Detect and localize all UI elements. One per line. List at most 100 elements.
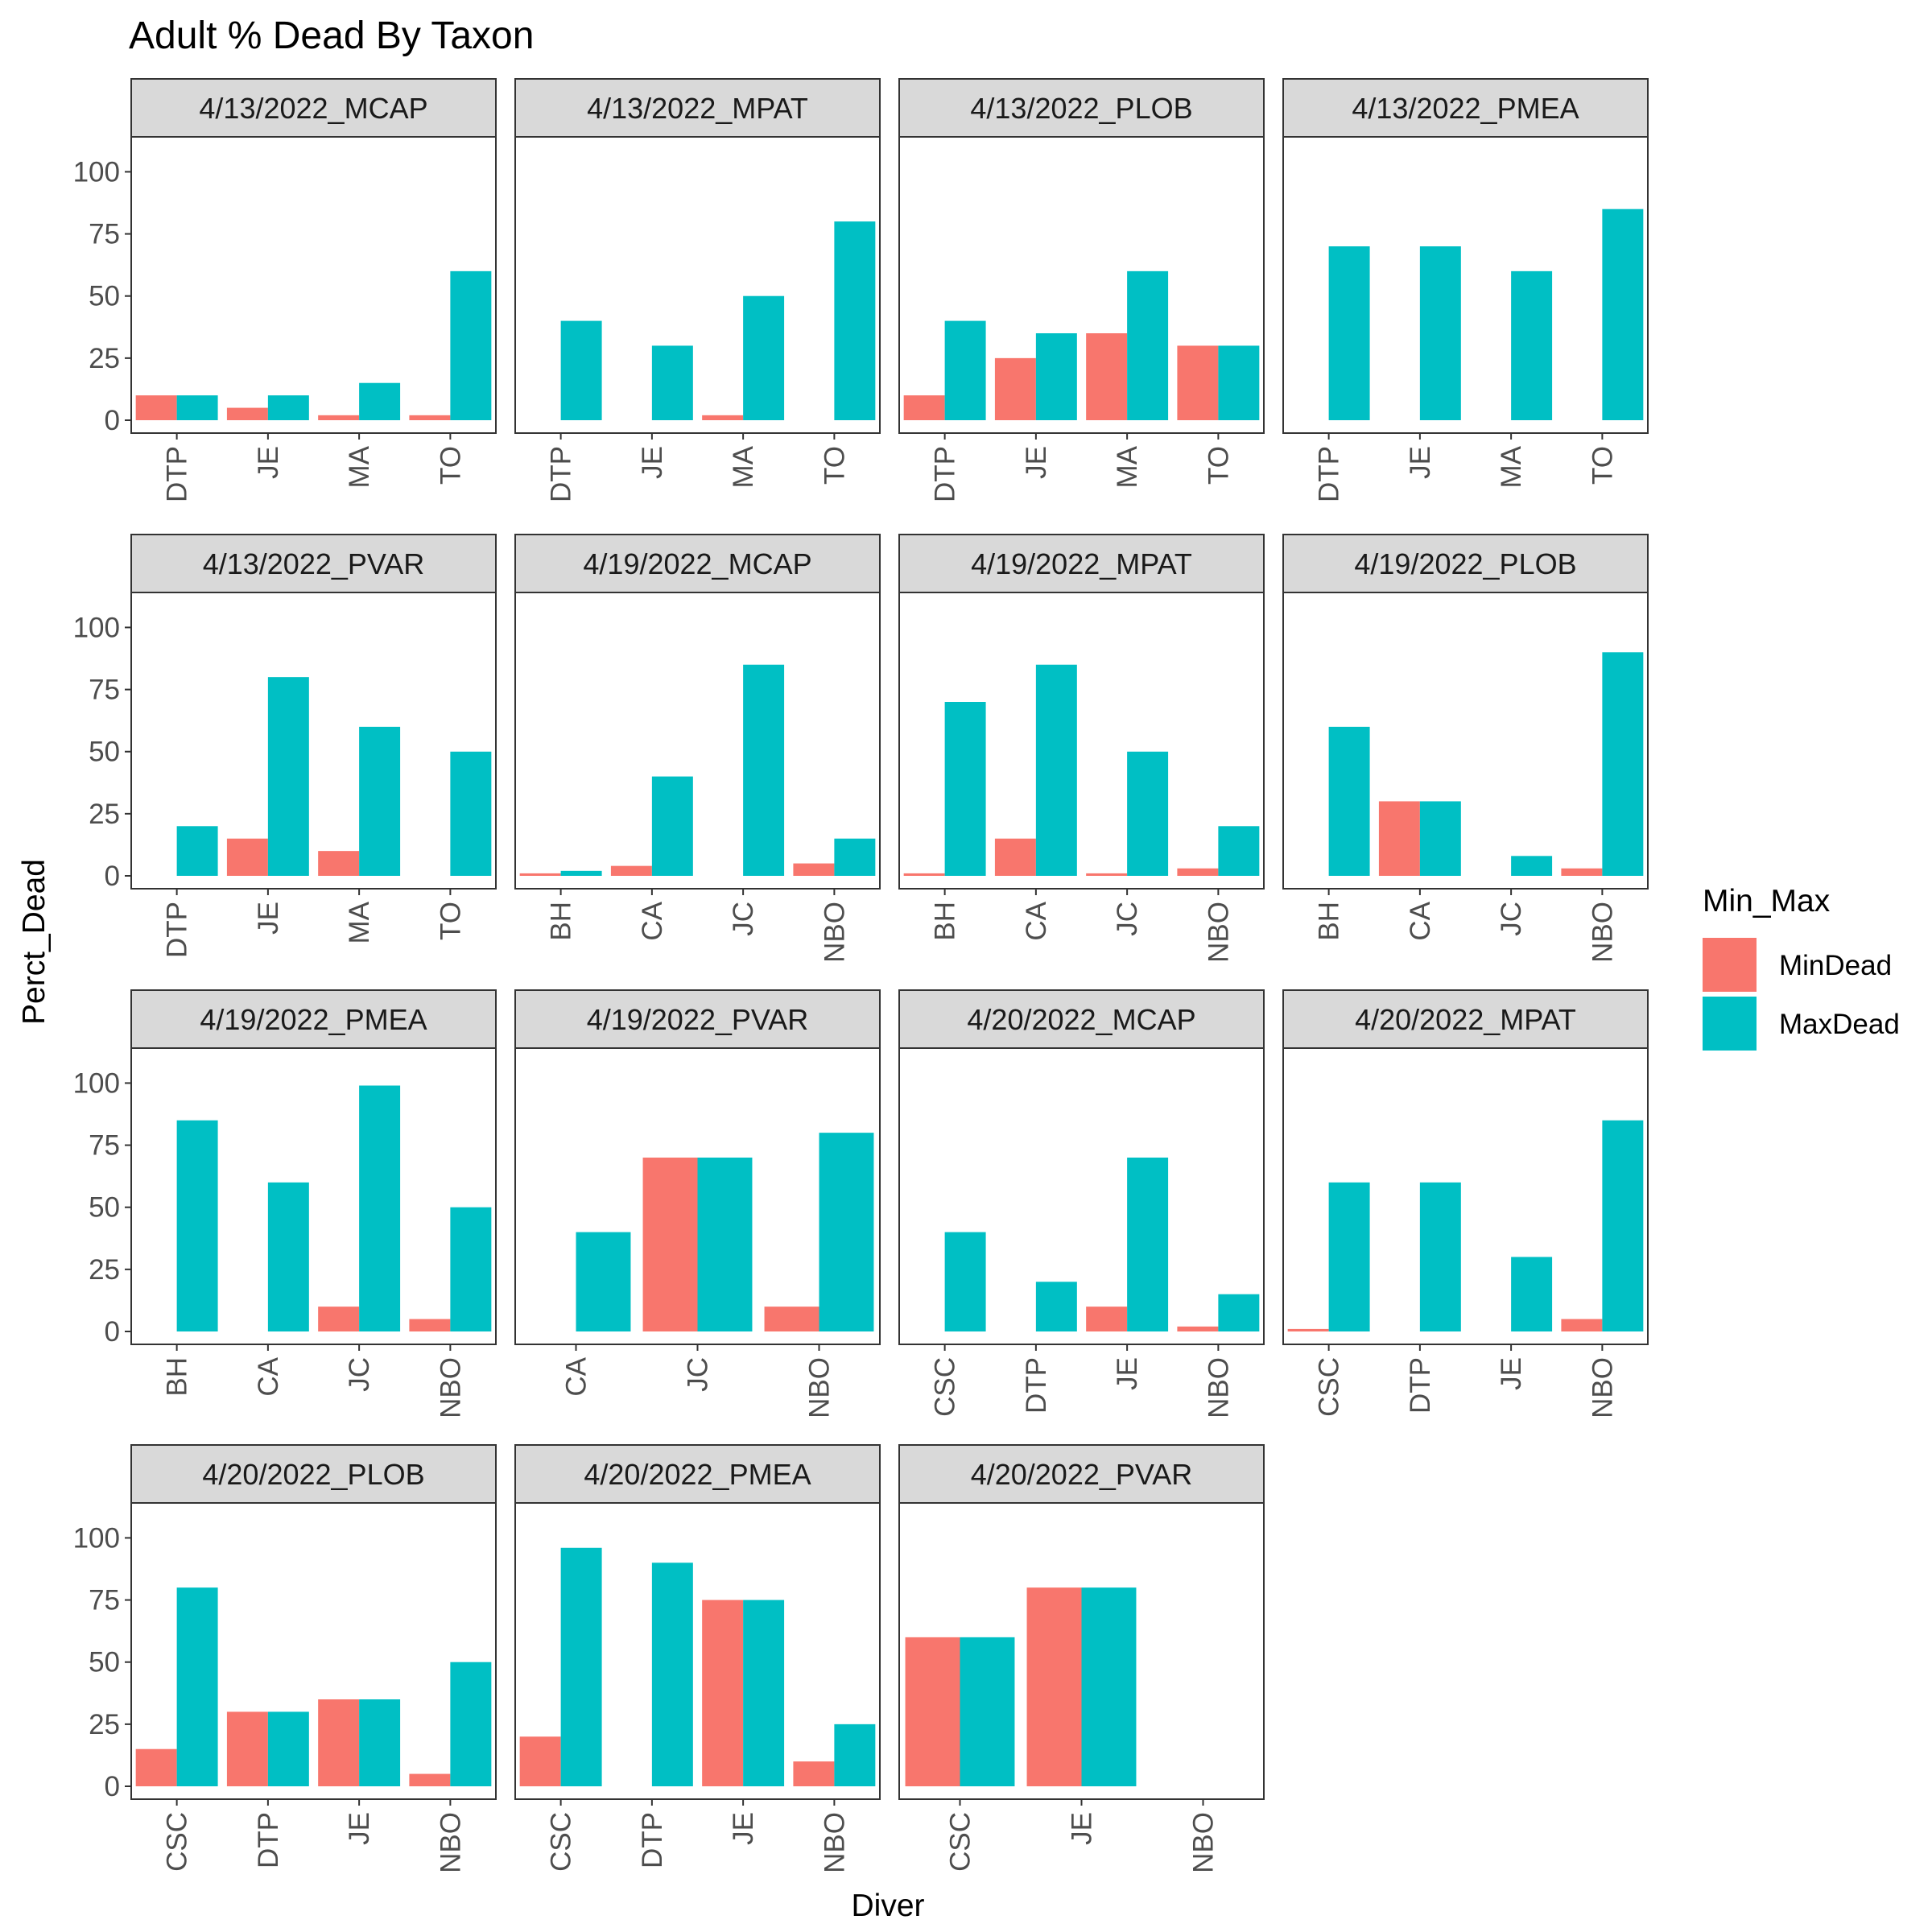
bar-mindead-je [318,1699,360,1786]
bar-mindead-ca [994,838,1036,876]
x-tick-label: MA [728,445,759,488]
y-tick-label: 100 [73,156,120,188]
bar-mindead-je [226,838,268,876]
bar-maxdead-nbo [450,1207,492,1331]
bar-maxdead-dtp [1035,1282,1077,1331]
bar-mindead-csc [905,1637,960,1786]
facet-panel: 4/19/2022_PVAR CA JC NBO [514,989,881,1418]
bar-maxdead-csc [560,1547,602,1786]
facet-panel: 4/13/2022_MPAT DTP JE MA TO [514,78,881,502]
x-tick-label: JE [1496,1357,1527,1390]
bar-maxdead-jc [359,1085,401,1331]
facet-strip [898,78,1265,138]
facet-panel: 4/13/2022_PVAR DTP JE MA TO 0 25 50 75 100 [73,534,497,958]
x-tick-label: CSC [930,1357,961,1417]
bar-mindead-csc [1287,1328,1329,1331]
facet-strip [898,989,1265,1049]
bar-maxdead-nbo [450,1662,492,1786]
facet-plot-border [514,592,881,890]
bar-maxdead-nbo [1602,652,1644,876]
bar-maxdead-bh [944,702,986,876]
y-tick-label: 25 [89,343,120,374]
x-tick-label: TO [435,902,466,940]
x-tick-label: BH [162,1357,193,1397]
bar-maxdead-to [1218,345,1260,420]
bar-maxdead-je [1127,1158,1169,1331]
x-tick-label: CSC [1314,1357,1345,1417]
bar-maxdead-ca [651,776,693,876]
facet-plot-border [1282,136,1649,434]
x-tick-label: NBO [1587,902,1618,963]
legend-key-maxdead [1703,997,1757,1051]
bar-mindead-je [1086,1307,1128,1331]
bar-maxdead-ca [576,1232,631,1331]
bar-maxdead-jc [743,664,785,876]
facet-panel: 4/19/2022_MCAP BH CA JC NBO [514,534,881,963]
bar-maxdead-dtp [944,320,986,420]
facet-strip-label: 4/19/2022_PMEA [200,1003,427,1036]
bar-maxdead-je [359,1699,401,1786]
bar-maxdead-je [1419,246,1461,420]
facet-plot-border [130,1502,497,1800]
bar-maxdead-je [743,1600,785,1786]
bar-maxdead-ma [1127,270,1169,420]
bar-maxdead-jc [1127,751,1169,876]
bar-mindead-dtp [135,395,177,420]
x-tick-label: BH [546,902,577,941]
facet-panel: 4/13/2022_PMEA DTP JE MA TO [1282,78,1649,502]
bar-maxdead-je [267,677,309,876]
facet-panel: 4/20/2022_MPAT CSC DTP JE NBO [1282,989,1649,1418]
bar-maxdead-dtp [1328,246,1370,420]
y-tick-label: 25 [89,1709,120,1740]
bar-maxdead-to [834,221,876,420]
bar-maxdead-dtp [560,320,602,420]
bar-mindead-ma [318,851,360,876]
bar-mindead-jc [642,1158,698,1331]
x-tick-label: CA [637,901,668,940]
y-tick-label: 100 [73,1067,120,1099]
x-tick-label: NBO [435,1357,466,1418]
bar-mindead-nbo [764,1307,819,1331]
x-tick-label: DTP [637,1812,668,1868]
x-tick-label: NBO [1587,1357,1618,1418]
facet-plot-border [130,136,497,434]
chart-title: Adult % Dead By Taxon [129,14,534,57]
x-tick-label: MA [1112,445,1143,488]
x-tick-label: JC [1112,902,1143,936]
x-tick-label: MA [1496,445,1527,488]
y-tick-label: 50 [89,1192,120,1224]
x-tick-label: JC [344,1357,375,1392]
bar-mindead-nbo [1177,868,1219,876]
bar-maxdead-je [1081,1587,1137,1786]
bar-mindead-nbo [409,1319,451,1331]
facet-strip [898,534,1265,593]
x-tick-label: JE [1112,1357,1143,1390]
facet-strip-label: 4/19/2022_MCAP [583,547,811,580]
facet-strip-label: 4/19/2022_PVAR [587,1003,809,1036]
bar-mindead-bh [519,873,561,876]
x-tick-label: NBO [1203,1357,1234,1418]
x-tick-label: JE [1405,446,1436,479]
x-tick-label: TO [819,446,850,485]
facet-panel: 4/20/2022_PLOB CSC DTP JE NBO 0 25 50 75 100 [73,1444,497,1873]
bar-maxdead-ca [1419,801,1461,876]
bar-mindead-ma [318,415,360,420]
bar-maxdead-dtp [176,826,218,876]
bar-maxdead-csc [176,1587,218,1786]
x-tick-label: TO [1203,446,1234,485]
y-tick-label: 100 [73,612,120,643]
x-tick-label: JC [1496,902,1527,936]
bar-mindead-je [226,407,268,420]
facet-strip-label: 4/13/2022_PLOB [970,92,1192,125]
facet-strip-label: 4/20/2022_MPAT [1355,1003,1576,1036]
x-tick-label: JE [253,902,284,935]
x-tick-label: DTP [930,446,961,502]
y-tick-label: 0 [105,861,120,892]
x-tick-label: DTP [546,446,577,502]
facet-plot-border [1282,1047,1649,1345]
facet-plot-border [514,1047,881,1345]
legend-label-maxdead: MaxDead [1779,1009,1900,1040]
bar-maxdead-to [1602,208,1644,420]
facet-strip-label: 4/20/2022_PLOB [202,1458,424,1491]
